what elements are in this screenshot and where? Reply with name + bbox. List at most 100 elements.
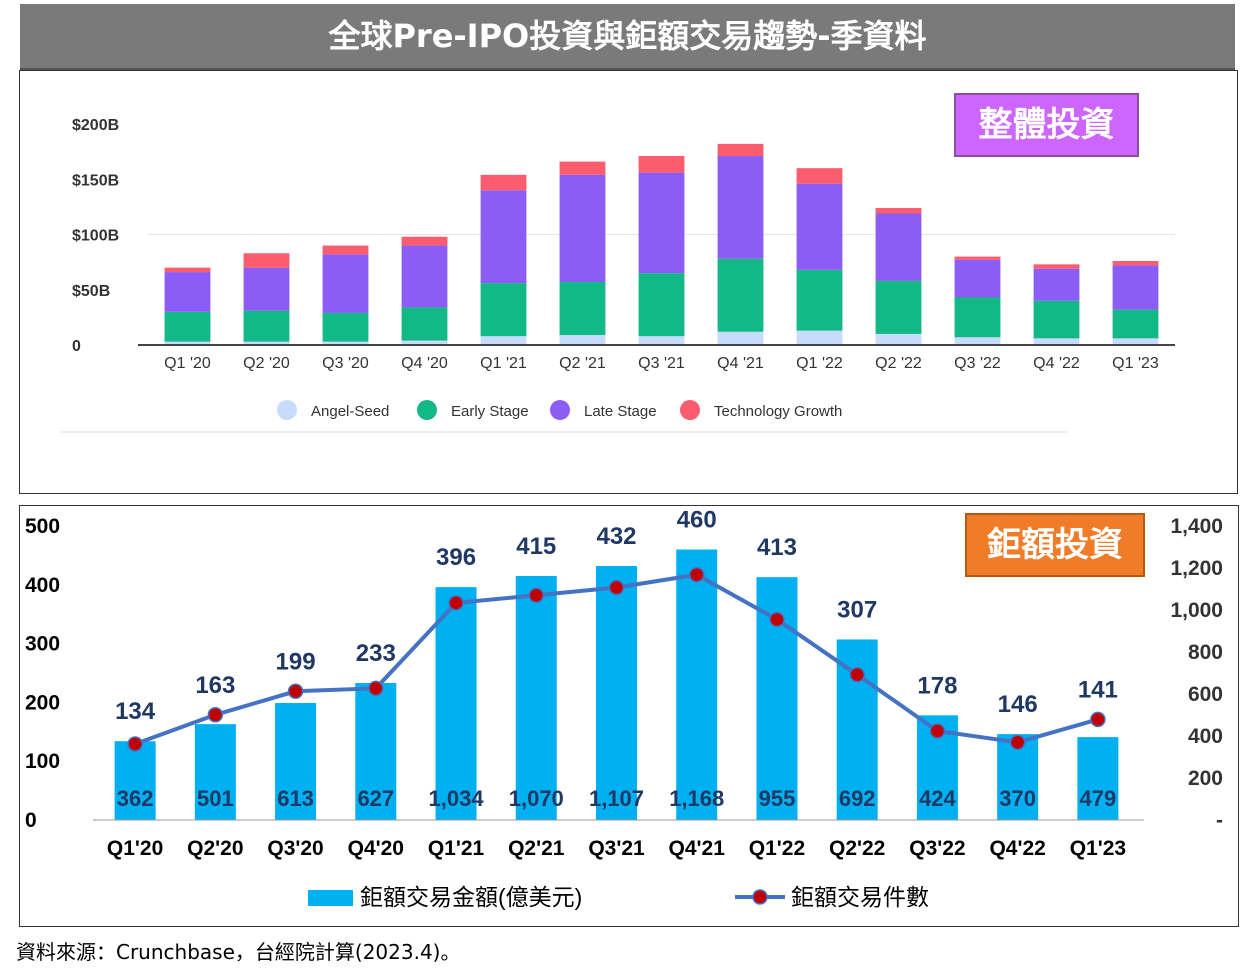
bar-technology-growth [322,245,369,255]
legend-label: Early Stage [451,403,529,420]
mega-deal-tag: 鉅額投資 [965,513,1145,577]
x-tick-label: Q1'20 [107,837,163,860]
x-tick-label: Q3'20 [267,837,323,860]
y-left-tick-label: 100 [25,750,60,773]
line-marker [929,723,946,739]
y-left-tick-label: 400 [25,574,60,597]
bar-late-stage [1112,265,1159,310]
mega-deal-panel: 0 100 200 300 400 500 - 200 400 600 800 1,000 1,200 1… [19,505,1239,927]
x-tick-label: Q2 '21 [559,355,606,372]
bar-early-stage [1033,300,1080,339]
bar-early-stage [717,258,764,332]
bar-angel-seed [480,336,527,345]
x-tick-label: Q2'21 [508,837,565,860]
line-data-label: 1,070 [509,786,564,811]
overall-investment-panel: $200B $150B $100B $50B 0 Q1 '20 Q2 '20 Q3 '20 Q4… [19,70,1238,494]
bar-angel-seed [717,331,764,345]
legend-marker [550,400,570,420]
bar-technology-growth [638,156,685,173]
line-marker [769,611,785,628]
line-marker [368,680,384,697]
x-tick-label: Q4 '20 [401,355,448,372]
bar-data-label: 396 [436,544,476,571]
bar-technology-growth [1033,264,1080,269]
x-tick-label: Q2'20 [187,837,243,860]
bar-early-stage [322,312,369,342]
x-tick-label: Q2'22 [829,837,885,860]
x-tick-label: Q1'23 [1070,837,1126,860]
bar-early-stage [401,307,448,341]
overall-investment-tag: 整體投資 [954,93,1139,157]
bar-mega-deal-amount [194,724,236,820]
bar-technology-growth [875,207,922,214]
y-right-tick-label: - [1216,809,1223,832]
y-right-tick-label: 1,400 [1170,515,1223,538]
legend-marker-bar [308,890,353,906]
bar-angel-seed [1112,338,1159,345]
bar-early-stage [954,297,1001,338]
bar-data-label: 432 [596,523,636,550]
x-tick-label: Q3 '21 [638,355,685,372]
line-marker [207,707,224,723]
line-data-label: 479 [1080,786,1117,811]
bar-early-stage [875,280,922,334]
bar-angel-seed [638,336,685,345]
line-marker [127,736,143,752]
legend-marker-dot [752,889,768,905]
bar-data-label: 413 [757,534,797,561]
legend-marker [277,400,297,420]
bar-data-label: 233 [356,640,396,667]
bar-mega-deal-amount [515,575,557,820]
x-tick-label: Q4'22 [989,837,1045,860]
y-tick-label: $200B [72,117,119,134]
line-data-label: 1,107 [589,786,644,811]
bar-technology-growth [717,143,764,157]
y-right-tick-label: 400 [1188,725,1223,748]
line-data-label: 370 [999,786,1036,811]
legend-marker [417,400,437,420]
x-tick-label: Q4 '21 [717,355,764,372]
x-tick-label: Q1 '22 [796,355,843,372]
bar-technology-growth [1112,261,1159,266]
bar-data-label: 460 [677,507,717,534]
bar-data-label: 141 [1078,676,1118,703]
bar-mega-deal-amount [1077,737,1119,820]
x-tick-label: Q4'21 [669,837,726,860]
line-data-label: 1,168 [669,786,724,811]
bar-data-label: 307 [837,596,877,623]
bar-late-stage [243,267,290,311]
overall-investment-chart: $200B $150B $100B $50B 0 Q1 '20 Q2 '20 Q3 '20 Q4… [60,117,1175,433]
bar-mega-deal-amount [435,587,477,820]
legend-label: 鉅額交易件數 [791,884,929,910]
bar-technology-growth [401,236,448,246]
line-data-label: 627 [357,786,394,811]
bar-data-label: 178 [917,672,957,699]
bar-data-label: 415 [516,533,556,560]
bar-late-stage [480,190,527,284]
bar-angel-seed [875,333,922,345]
x-tick-label: Q2 '22 [875,355,922,372]
y-right-tick-label: 1,000 [1170,599,1223,622]
line-data-label: 362 [117,786,154,811]
mega-deal-chart: 0 100 200 300 400 500 - 200 400 600 800 1,000 1,200 1… [25,507,1223,910]
x-tick-label: Q3'22 [909,837,965,860]
x-tick-label: Q3 '20 [322,355,369,372]
line-data-label: 613 [277,786,314,811]
bar-late-stage [875,213,922,281]
y-tick-label: $100B [72,228,119,245]
bar-angel-seed [559,335,606,345]
y-left-tick-label: 500 [25,515,60,538]
bar-mega-deal-amount [676,549,718,820]
line-marker [849,666,865,683]
legend-label: 鉅額交易金額(億美元) [360,884,582,910]
bar-early-stage [559,282,606,336]
bar-late-stage [559,174,606,283]
bar-data-label: 134 [115,698,156,725]
title-banner: 全球Pre-IPO投資與鉅額交易趨勢-季資料 [20,4,1235,71]
x-tick-label: Q4 '22 [1033,355,1080,372]
bar-mega-deal-amount [596,565,637,820]
bar-technology-growth [559,161,606,175]
line-data-label: 955 [759,786,796,811]
bar-early-stage [796,269,843,331]
bar-mega-deal-amount [114,741,156,820]
